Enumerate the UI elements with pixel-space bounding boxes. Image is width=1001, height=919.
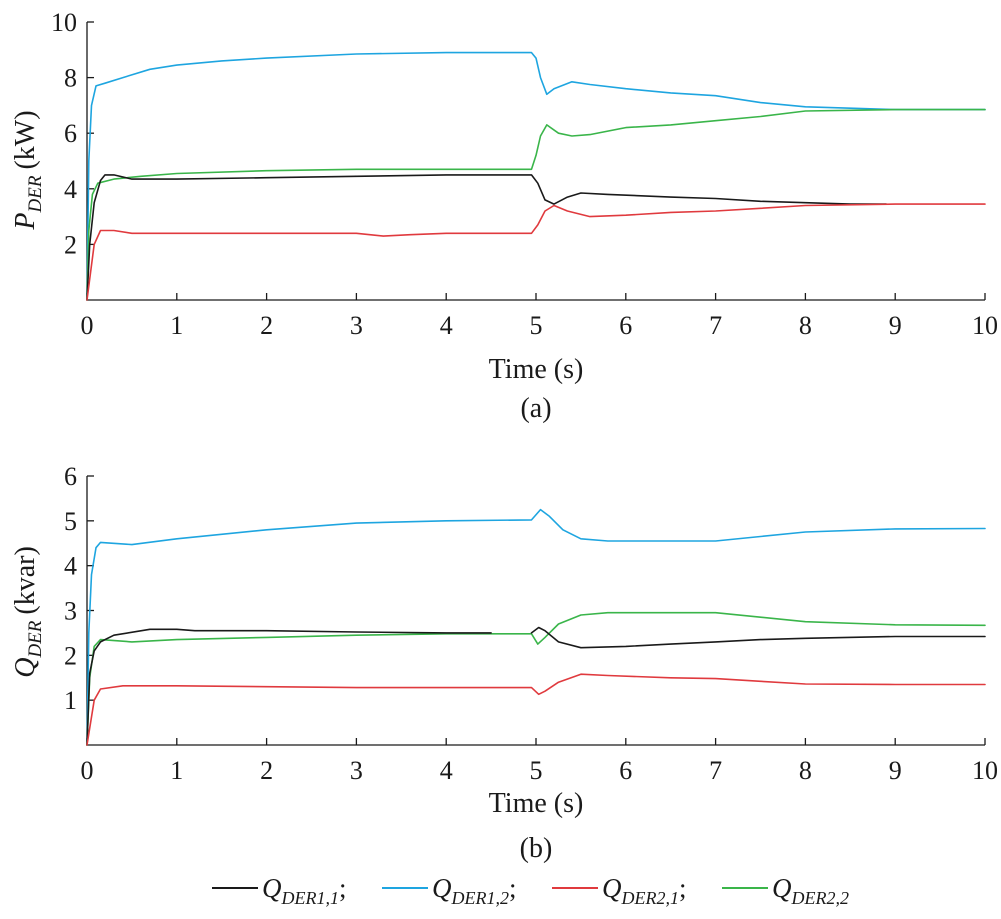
panel-a-xlabel: Time (s) — [489, 354, 584, 385]
legend-sub: DER2,2 — [791, 888, 850, 908]
panel-a-series-line-2 — [86, 174, 887, 301]
panel-a-x-tick-label: 5 — [530, 311, 543, 340]
panel-a-series-line-0 — [86, 51, 986, 301]
legend-entry-label: QDER1,1; — [262, 873, 347, 908]
legend-base: Q — [772, 873, 792, 903]
panel-b-x-tick-label: 5 — [530, 756, 543, 785]
panel-a-y-tick-label: 6 — [64, 119, 77, 148]
panel-a-x-tick-label: 9 — [889, 311, 902, 340]
panel-b: 0 1 2 3 4 5 6 7 8 9 10 1 2 3 4 5 6 Time (s) (b) QDER (kva… — [10, 462, 998, 864]
panel-a-x-tick-label: 8 — [799, 311, 812, 340]
legend-base: Q — [432, 873, 452, 903]
panel-b-y-tick-label: 4 — [64, 552, 77, 581]
panel-a-x-tick-label: 4 — [440, 311, 453, 340]
panel-b-x-tick-label: 7 — [709, 756, 722, 785]
panel-b-series-line-0 — [86, 508, 986, 746]
panel-a-x-tick-label: 2 — [260, 311, 273, 340]
legend-separator: ; — [339, 873, 347, 903]
panel-a-plot-area: 0 1 2 3 4 5 6 7 8 9 10 2 4 6 8 10 — [51, 8, 998, 340]
panel-a-ylabel-base: P — [10, 212, 41, 230]
panel-b-series-line-4 — [86, 673, 986, 746]
panel-b-y-tick-label: 3 — [64, 597, 77, 626]
legend-separator: ; — [509, 873, 517, 903]
panel-a: 0 1 2 3 4 5 6 7 8 9 10 2 4 6 8 10 Time (s) (a) PDER (kW) — [10, 8, 998, 424]
panel-b-x-tick-label: 9 — [889, 756, 902, 785]
panel-b-ylabel-base: Q — [10, 658, 41, 678]
legend-base: Q — [262, 873, 282, 903]
panel-b-plot-area: 0 1 2 3 4 5 6 7 8 9 10 1 2 3 4 5 6 — [64, 462, 998, 785]
panel-a-x-tick-label: 0 — [81, 311, 94, 340]
panel-a-x-tick-label: 1 — [170, 311, 183, 340]
panel-a-y-tick-label: 10 — [51, 8, 77, 37]
panel-b-ylabel: QDER (kvar) — [10, 546, 46, 678]
panel-a-ylabel: PDER (kW) — [10, 110, 46, 230]
legend-sub: DER1,2 — [451, 888, 510, 908]
legend-separator: ; — [679, 873, 687, 903]
panel-b-series-line-3 — [530, 626, 986, 649]
panel-b-y-tick-label: 2 — [64, 641, 77, 670]
panel-a-x-tick-label: 6 — [619, 311, 632, 340]
legend-entry-label: QDER2,2 — [772, 873, 849, 908]
panel-a-x-tick-label: 3 — [350, 311, 363, 340]
legend-sub: DER2,1 — [621, 888, 680, 908]
panel-b-x-tick-label: 2 — [260, 756, 273, 785]
panel-a-y-tick-label: 2 — [64, 230, 77, 259]
panel-b-x-tick-label: 0 — [81, 756, 94, 785]
panel-a-ylabel-sub: DER — [25, 175, 46, 213]
panel-a-y-tick-label: 4 — [64, 175, 77, 204]
panel-b-caption: (b) — [520, 833, 553, 864]
panel-b-x-tick-label: 3 — [350, 756, 363, 785]
legend-base: Q — [602, 873, 622, 903]
panel-b-series-line-2 — [86, 628, 492, 746]
panel-a-series-line-1 — [86, 108, 986, 301]
panel-b-x-tick-label: 10 — [972, 756, 998, 785]
legend-sub: DER1,1 — [281, 888, 340, 908]
panel-a-series-line-3 — [86, 203, 986, 301]
panel-b-x-tick-label: 4 — [440, 756, 453, 785]
legend: QDER1,1; QDER1,2; QDER2,1; QDER2,2 — [212, 873, 849, 908]
panel-b-xlabel: Time (s) — [489, 788, 584, 819]
panel-b-y-tick-label: 1 — [64, 686, 77, 715]
panel-b-ylabel-sub: DER — [25, 620, 46, 658]
panel-b-series-line-1 — [86, 611, 986, 746]
panel-b-y-tick-label: 6 — [64, 462, 77, 491]
panel-a-x-tick-label: 7 — [709, 311, 722, 340]
panel-a-y-tick-label: 8 — [64, 64, 77, 93]
panel-b-y-tick-label: 5 — [64, 507, 77, 536]
panel-a-ylabel-unit: (kW) — [10, 110, 41, 169]
panel-b-x-tick-label: 6 — [619, 756, 632, 785]
panel-a-x-tick-label: 10 — [972, 311, 998, 340]
panel-a-caption: (a) — [520, 393, 551, 424]
panel-b-x-tick-label: 1 — [170, 756, 183, 785]
legend-entry-label: QDER2,1; — [602, 873, 687, 908]
panel-b-x-tick-label: 8 — [799, 756, 812, 785]
legend-entry-label: QDER1,2; — [432, 873, 517, 908]
panel-b-ylabel-unit: (kvar) — [10, 546, 41, 614]
